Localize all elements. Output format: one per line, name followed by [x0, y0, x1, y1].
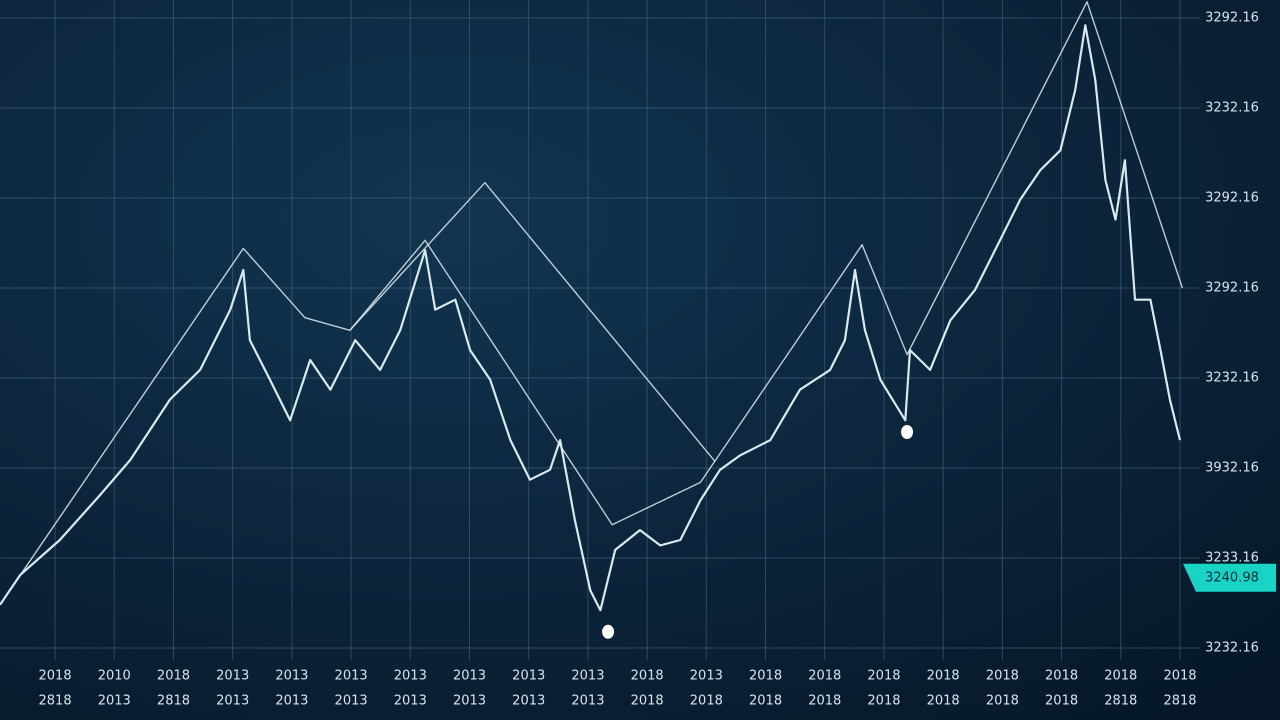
x-tick-label-secondary: 2013	[216, 694, 249, 709]
x-tick-label: 2018	[927, 669, 960, 684]
x-tick-label: 2013	[394, 669, 427, 684]
price-line	[0, 24, 1182, 612]
y-tick-label: 3292.16	[1205, 191, 1259, 206]
x-tick-label: 2018	[39, 669, 72, 684]
x-tick-label: 2018	[1163, 669, 1196, 684]
x-tick-label: 2018	[749, 669, 782, 684]
x-tick-label: 2018	[1045, 669, 1078, 684]
x-tick-label: 2018	[1104, 669, 1137, 684]
x-tick-label: 2010	[98, 669, 131, 684]
price-tag	[1183, 563, 1276, 592]
x-tick-label-secondary: 2013	[335, 694, 368, 709]
x-tick-label: 2013	[690, 669, 723, 684]
x-tick-label-secondary: 2018	[690, 694, 723, 709]
x-tick-label: 2013	[335, 669, 368, 684]
x-tick-label: 2013	[512, 669, 545, 684]
trend-line	[0, 1, 1184, 606]
x-tick-label-secondary: 2818	[157, 694, 190, 709]
marker	[901, 425, 914, 439]
x-tick-label-secondary: 2018	[749, 694, 782, 709]
x-tick-label: 2013	[453, 669, 486, 684]
y-tick-label: 3292.16	[1205, 11, 1259, 26]
x-tick-label-secondary: 2818	[1163, 694, 1196, 709]
price-tag-label: 3240.98	[1205, 570, 1259, 585]
x-tick-label-secondary: 2013	[571, 694, 604, 709]
x-tick-label-secondary: 2013	[512, 694, 545, 709]
y-tick-label: 3232.16	[1205, 641, 1259, 656]
x-tick-label: 2013	[571, 669, 604, 684]
y-tick-label: 3292.16	[1205, 281, 1259, 296]
x-tick-label-secondary: 2018	[1045, 694, 1078, 709]
trend-line	[349, 182, 716, 463]
y-tick-label: 3233.16	[1205, 551, 1259, 566]
x-tick-label-secondary: 2013	[453, 694, 486, 709]
x-tick-label: 2018	[986, 669, 1019, 684]
x-tick-label-secondary: 2018	[867, 694, 900, 709]
x-tick-label-secondary: 2018	[927, 694, 960, 709]
x-tick-label: 2013	[216, 669, 249, 684]
x-tick-label-secondary: 2818	[39, 694, 72, 709]
y-tick-label: 3232.16	[1205, 371, 1259, 386]
x-tick-label: 2018	[808, 669, 841, 684]
x-tick-label-secondary: 2013	[275, 694, 308, 709]
x-tick-label-secondary: 2818	[1104, 694, 1137, 709]
x-tick-label: 2013	[275, 669, 308, 684]
y-tick-label: 3232.16	[1205, 101, 1259, 116]
x-tick-label-secondary: 2013	[394, 694, 427, 709]
x-tick-label-secondary: 2018	[986, 694, 1019, 709]
x-tick-label-secondary: 2018	[808, 694, 841, 709]
x-tick-label: 2018	[631, 669, 664, 684]
x-tick-label: 2018	[867, 669, 900, 684]
x-tick-label: 2018	[157, 669, 190, 684]
x-tick-label-secondary: 2013	[98, 694, 131, 709]
x-tick-label-secondary: 2018	[631, 694, 664, 709]
marker	[602, 624, 615, 639]
y-tick-label: 3932.16	[1205, 461, 1259, 476]
